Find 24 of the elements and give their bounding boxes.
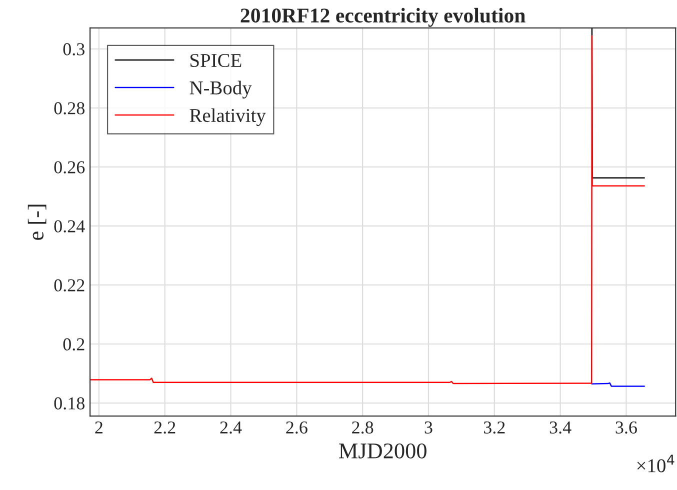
x-tick-label: 3.4 — [550, 421, 572, 434]
legend-label: Relativity — [190, 108, 266, 126]
line-series — [90, 35, 645, 384]
y-tick-label: 0.3 — [63, 43, 84, 56]
x-tick-label: 3.6 — [616, 421, 637, 434]
x-axis-title: MJD2000 — [339, 443, 426, 458]
x-tick-label: 2.2 — [154, 421, 176, 434]
chart-title: 2010RF12 eccentricity evolution — [240, 8, 526, 27]
x-tick-label: 2.8 — [352, 421, 374, 434]
x-tick-label: 2.6 — [286, 421, 308, 434]
y-tick-label: 0.22 — [54, 279, 84, 292]
y-tick-label: 0.24 — [54, 220, 85, 232]
x-tick-label: 3.2 — [484, 421, 505, 434]
x-tick-label: 3 — [424, 421, 432, 434]
text: ×10$^{4}$ — [637, 454, 674, 472]
legend-label: SPICE — [190, 54, 242, 68]
y-tick-label: 0.26 — [54, 161, 85, 174]
y-axis-title: e [-] — [28, 204, 46, 240]
y-tick-label: 0.2 — [63, 338, 84, 351]
legend-label: N-Body — [190, 80, 252, 98]
x-tick-label: 2 — [95, 421, 102, 434]
y-tick-label: 0.28 — [54, 102, 84, 114]
x-tick-label: 2.4 — [220, 421, 242, 434]
y-tick-label: 0.18 — [54, 397, 84, 410]
